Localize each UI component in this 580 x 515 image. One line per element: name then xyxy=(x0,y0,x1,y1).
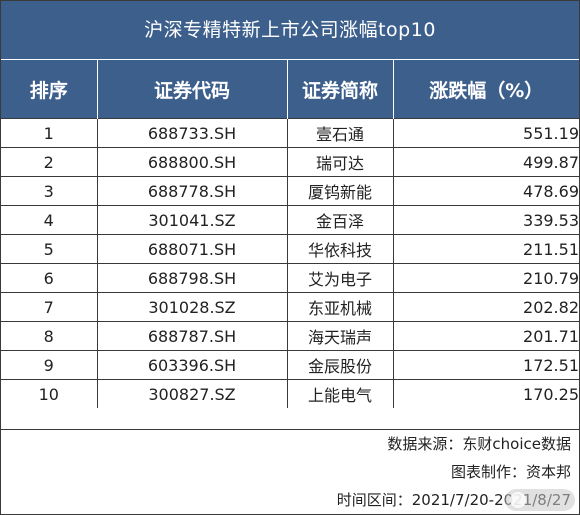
data-source-note: 数据来源：东财choice数据 xyxy=(387,435,571,453)
table-footer: 数据来源：东财choice数据 图表制作：资本邦 时间区间：2021/7/20-… xyxy=(1,429,579,514)
name-cell: 金辰股份 xyxy=(286,350,393,380)
rank-cell: 6 xyxy=(1,263,97,293)
name-cell: 瑞可达 xyxy=(286,147,393,177)
table-row: 7 301028.SZ 东亚机械 202.82 xyxy=(1,292,579,322)
watermark-badge xyxy=(505,489,575,511)
name-cell: 艾为电子 xyxy=(286,263,393,293)
name-cell: 上能电气 xyxy=(286,379,393,408)
name-cell: 华依科技 xyxy=(286,234,393,264)
name-cell: 海天瑞声 xyxy=(286,321,393,351)
table-row: 6 688798.SH 艾为电子 210.79 xyxy=(1,263,579,293)
change-pct-cell: 172.51 xyxy=(392,350,579,380)
code-cell: 688798.SH xyxy=(96,263,287,293)
column-header-change-pct: 涨跌幅（%） xyxy=(392,59,579,119)
rank-cell: 4 xyxy=(1,205,97,235)
table-title: 沪深专精特新上市公司涨幅top10 xyxy=(1,1,579,59)
code-cell: 688787.SH xyxy=(96,321,287,351)
code-cell: 688071.SH xyxy=(96,234,287,264)
name-cell: 东亚机械 xyxy=(286,292,393,322)
rank-cell: 3 xyxy=(1,176,97,206)
chart-maker-note: 图表制作：资本邦 xyxy=(450,463,571,481)
change-pct-cell: 499.87 xyxy=(392,147,579,177)
code-cell: 603396.SH xyxy=(96,350,287,380)
table-row: 3 688778.SH 厦钨新能 478.69 xyxy=(1,176,579,206)
table-row: 9 603396.SH 金辰股份 172.51 xyxy=(1,350,579,380)
table-row: 5 688071.SH 华依科技 211.51 xyxy=(1,234,579,264)
code-cell: 301041.SZ xyxy=(96,205,287,235)
rank-cell: 10 xyxy=(1,379,97,408)
name-cell: 壹石通 xyxy=(286,118,393,148)
change-pct-cell: 202.82 xyxy=(392,292,579,322)
rank-cell: 2 xyxy=(1,147,97,177)
watermark-logo-icon xyxy=(510,492,526,508)
change-pct-cell: 339.53 xyxy=(392,205,579,235)
name-cell: 金百泽 xyxy=(286,205,393,235)
change-pct-cell: 478.69 xyxy=(392,176,579,206)
change-pct-cell: 170.25 xyxy=(392,379,579,408)
table-row: 2 688800.SH 瑞可达 499.87 xyxy=(1,147,579,177)
change-pct-cell: 210.79 xyxy=(392,263,579,293)
time-range-note: 时间区间：2021/7/20-2021/8/27 xyxy=(336,491,571,509)
name-cell: 厦钨新能 xyxy=(286,176,393,206)
code-cell: 688800.SH xyxy=(96,147,287,177)
code-cell: 300827.SZ xyxy=(96,379,287,408)
change-pct-cell: 551.19 xyxy=(392,118,579,148)
rank-cell: 1 xyxy=(1,118,97,148)
table-row: 1 688733.SH 壹石通 551.19 xyxy=(1,118,579,148)
code-cell: 301028.SZ xyxy=(96,292,287,322)
change-pct-cell: 211.51 xyxy=(392,234,579,264)
column-header-name: 证券简称 xyxy=(286,59,393,119)
change-pct-cell: 201.71 xyxy=(392,321,579,351)
code-cell: 688733.SH xyxy=(96,118,287,148)
column-header-rank: 排序 xyxy=(1,59,97,119)
rank-cell: 8 xyxy=(1,321,97,351)
table-row: 4 301041.SZ 金百泽 339.53 xyxy=(1,205,579,235)
column-header-code: 证券代码 xyxy=(96,59,287,119)
ranking-table: 排序 证券代码 证券简称 涨跌幅（%） 1 688733.SH 壹石通 551.… xyxy=(1,59,579,408)
code-cell: 688778.SH xyxy=(96,176,287,206)
table-row: 8 688787.SH 海天瑞声 201.71 xyxy=(1,321,579,351)
rank-cell: 9 xyxy=(1,350,97,380)
table-row: 10 300827.SZ 上能电气 170.25 xyxy=(1,379,579,408)
header-row: 排序 证券代码 证券简称 涨跌幅（%） xyxy=(1,59,579,119)
rank-cell: 5 xyxy=(1,234,97,264)
rank-cell: 7 xyxy=(1,292,97,322)
